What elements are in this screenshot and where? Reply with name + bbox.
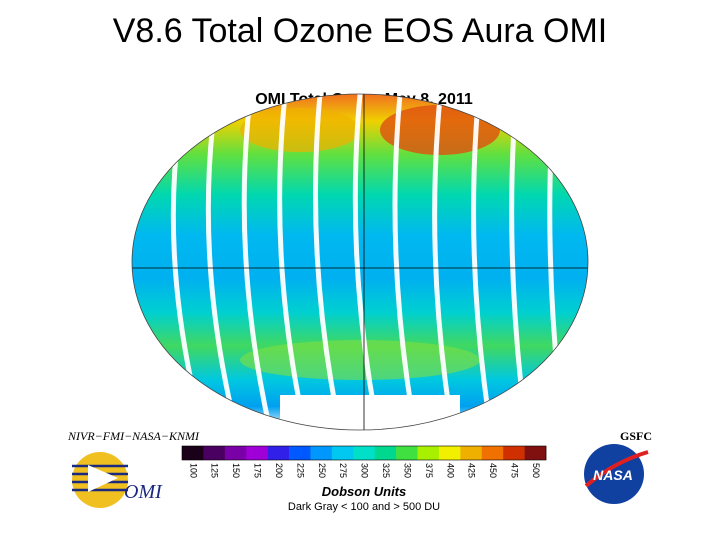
- colorbar-swatch: [374, 446, 397, 460]
- colorbar-tick-label: 350: [402, 463, 412, 478]
- colorbar-tick-label: 400: [445, 463, 455, 478]
- colorbar: 100 125 150 175 200 225 250 275 300 325 350 375 400 4…: [181, 445, 547, 478]
- credits-right: GSFC: [620, 429, 652, 443]
- colorbar-tick-label: 125: [210, 463, 220, 478]
- colorbar-swatch: [289, 446, 311, 460]
- colorbar-swatch: [246, 446, 268, 460]
- map-outline: [131, 93, 589, 431]
- omi-logo: OMI: [72, 452, 163, 508]
- colorbar-swatch: [267, 446, 290, 460]
- slide-title: V8.6 Total Ozone EOS Aura OMI: [113, 12, 608, 50]
- colorbar-swatch: [182, 446, 204, 460]
- credits-left: NIVR−FMI−NASA−KNMI: [67, 429, 200, 443]
- colorbar-swatch: [503, 446, 525, 460]
- colorbar-tick-label: 500: [531, 463, 541, 478]
- colorbar-swatch: [224, 446, 247, 460]
- colorbar-swatch: [396, 446, 418, 460]
- colorbar-swatch: [417, 446, 440, 460]
- colorbar-tick-label: 325: [381, 463, 391, 478]
- nasa-logo-text: NASA: [593, 467, 633, 483]
- colorbar-tick-label: 100: [188, 463, 198, 478]
- colorbar-label: Dobson Units: [322, 484, 407, 499]
- colorbar-swatch: [353, 446, 376, 460]
- colorbar-swatch: [310, 446, 333, 460]
- colorbar-tick-label: 300: [360, 463, 370, 478]
- nasa-logo: NASA: [584, 444, 649, 504]
- colorbar-tick-label: 175: [253, 463, 263, 478]
- colorbar-tick-label: 200: [274, 463, 284, 478]
- colorbar-swatch: [438, 446, 461, 460]
- colorbar-tick-label: 425: [467, 463, 477, 478]
- omi-logo-text: OMI: [124, 481, 163, 503]
- colorbar-tick-label: 375: [424, 463, 434, 478]
- colorbar-tick-label: 150: [231, 463, 241, 478]
- colorbar-swatch: [481, 446, 504, 460]
- colorbar-swatch: [203, 446, 226, 460]
- colorbar-swatch: [460, 446, 483, 460]
- colorbar-swatch: [524, 446, 547, 460]
- colorbar-frame: [181, 445, 547, 461]
- colorbar-tick-label: 250: [317, 463, 327, 478]
- colorbar-swatch: [331, 446, 354, 460]
- colorbar-tick-label: 475: [510, 463, 520, 478]
- ozone-map: [132, 94, 588, 430]
- colorbar-tick-label: 450: [488, 463, 498, 478]
- colorbar-tick-label: 225: [295, 463, 305, 478]
- colorbar-tick-label: 275: [338, 463, 348, 478]
- colorbar-note: Dark Gray < 100 and > 500 DU: [288, 501, 440, 513]
